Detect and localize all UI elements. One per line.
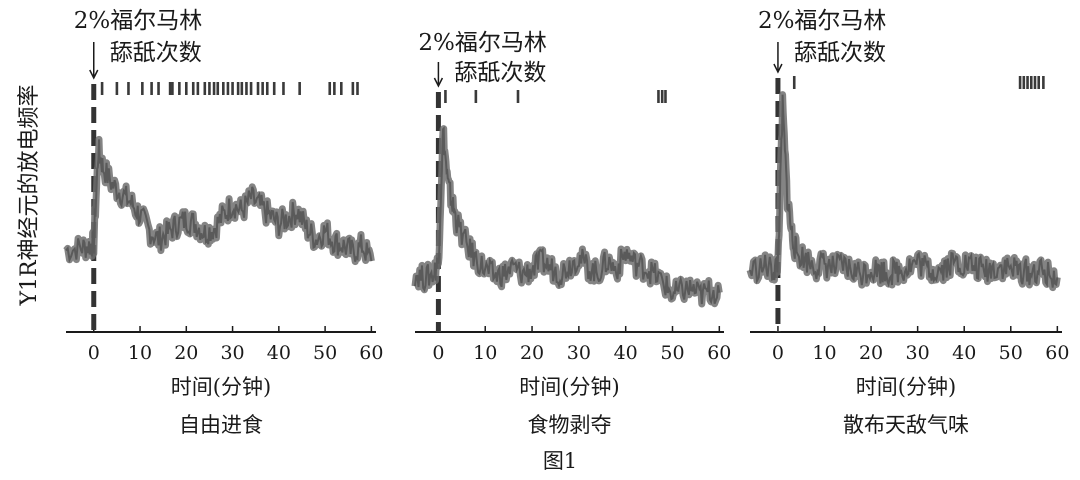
- firing-rate-trace: [63, 135, 375, 266]
- lick-event-mark: [216, 82, 220, 95]
- annotation-licks: 舔舐次数: [454, 60, 546, 86]
- lick-event-mark: [184, 82, 188, 95]
- x-axis-label: 时间(分钟): [856, 375, 956, 399]
- x-axis-label: 时间(分钟): [171, 375, 271, 399]
- lick-event-mark: [208, 82, 211, 95]
- lick-event-mark: [236, 82, 240, 95]
- annotation-formalin: 2%福尔马林: [418, 30, 546, 56]
- lick-event-mark: [100, 82, 104, 95]
- lick-event-mark: [660, 90, 664, 103]
- lick-event-mark: [256, 82, 260, 95]
- lick-event-mark: [141, 82, 144, 95]
- lick-event-mark: [1033, 76, 1037, 89]
- lick-event-mark: [178, 82, 181, 95]
- lick-event-mark: [1029, 76, 1033, 89]
- x-tick-label: 30: [567, 342, 591, 364]
- x-tick-label: 0: [432, 342, 444, 364]
- lick-event-mark: [115, 82, 119, 95]
- condition-label: 散布天敌气味: [843, 413, 969, 437]
- figure-label: 图1: [543, 449, 577, 473]
- x-axis-label: 时间(分钟): [519, 375, 619, 399]
- lick-event-mark: [203, 82, 207, 95]
- annotation-licks: 舔舐次数: [794, 40, 886, 66]
- lick-event-mark: [474, 90, 478, 103]
- lick-event-mark: [351, 82, 355, 95]
- lick-event-mark: [150, 82, 153, 95]
- lick-event-mark: [1037, 76, 1041, 89]
- firing-rate-trace-core: [65, 139, 373, 264]
- lick-event-mark: [657, 90, 660, 103]
- arrow-head: [433, 77, 444, 88]
- lick-event-mark: [171, 82, 174, 95]
- lick-event-mark: [127, 82, 130, 95]
- x-tick-label: 20: [520, 342, 544, 364]
- condition-label: 食物剥夺: [528, 413, 612, 437]
- x-tick-label: 40: [267, 342, 291, 364]
- x-tick-label: 30: [220, 342, 244, 364]
- lick-event-mark: [191, 82, 195, 95]
- arrow-head: [773, 63, 783, 74]
- lick-event-mark: [240, 82, 244, 95]
- lick-event-mark: [339, 82, 343, 95]
- x-tick-label: 60: [1045, 342, 1069, 364]
- lick-event-mark: [516, 90, 520, 103]
- lick-event-mark: [444, 90, 447, 103]
- x-tick-label: 30: [906, 342, 930, 364]
- x-tick-label: 0: [772, 342, 784, 364]
- lick-event-mark: [261, 82, 264, 95]
- arrow-head: [89, 69, 99, 80]
- lick-event-mark: [157, 82, 160, 95]
- lick-event-mark: [792, 76, 796, 89]
- lick-event-mark: [249, 82, 253, 95]
- lick-event-mark: [265, 82, 269, 95]
- lick-event-mark: [333, 82, 336, 95]
- lick-event-mark: [328, 82, 332, 95]
- firing-rate-trace: [746, 91, 1061, 292]
- x-tick-label: 10: [128, 342, 152, 364]
- lick-event-mark: [1042, 76, 1045, 89]
- condition-label: 自由进食: [179, 413, 263, 437]
- x-tick-label: 60: [359, 342, 383, 364]
- annotation-formalin: 2%福尔马林: [74, 8, 203, 34]
- x-tick-label: 50: [660, 342, 684, 364]
- lick-event-mark: [298, 82, 301, 95]
- lick-event-mark: [231, 82, 234, 95]
- lick-event-mark: [196, 82, 200, 95]
- x-tick-label: 10: [812, 342, 836, 364]
- lick-event-mark: [222, 82, 225, 95]
- firing-rate-trace-core: [414, 125, 721, 305]
- x-tick-label: 0: [88, 342, 100, 364]
- annotation-licks: 舔舐次数: [110, 40, 202, 66]
- lick-event-mark: [168, 82, 172, 95]
- lick-event-mark: [664, 90, 667, 103]
- lick-event-mark: [1018, 76, 1022, 89]
- lick-event-mark: [282, 82, 285, 95]
- x-tick-label: 40: [952, 342, 976, 364]
- x-tick-label: 50: [313, 342, 337, 364]
- lick-event-mark: [1022, 76, 1026, 89]
- x-tick-label: 20: [859, 342, 883, 364]
- lick-event-mark: [226, 82, 230, 95]
- lick-event-mark: [356, 82, 359, 95]
- x-tick-label: 10: [473, 342, 497, 364]
- lick-event-mark: [1026, 76, 1029, 89]
- x-tick-label: 20: [174, 342, 198, 364]
- firing-rate-trace-core: [749, 94, 1059, 288]
- lick-event-mark: [212, 82, 216, 95]
- lick-event-mark: [272, 82, 276, 95]
- annotation-formalin: 2%福尔马林: [758, 8, 887, 34]
- lick-event-mark: [245, 82, 248, 95]
- x-tick-label: 40: [614, 342, 638, 364]
- x-tick-label: 50: [999, 342, 1023, 364]
- x-tick-label: 60: [707, 342, 731, 364]
- y-axis-label: Y1R神经元的放电频率: [17, 84, 42, 306]
